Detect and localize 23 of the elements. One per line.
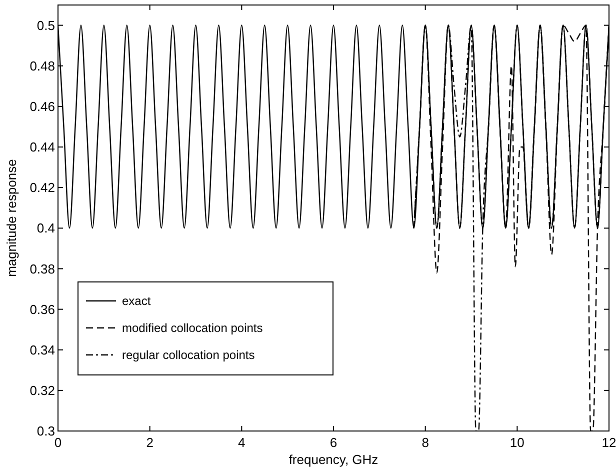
legend-label: modified collocation points [122, 321, 263, 336]
y-tick-label: 0.34 [30, 342, 55, 358]
y-tick-label: 0.36 [30, 302, 55, 317]
y-tick-label: 0.32 [30, 382, 55, 398]
x-tick-label: 8 [422, 435, 429, 450]
legend-label: exact [122, 294, 152, 308]
y-tick-label: 0.44 [30, 140, 55, 155]
y-tick-label: 0.38 [30, 261, 55, 276]
x-tick-label: 10 [510, 435, 524, 450]
x-tick-label: 12 [602, 435, 616, 450]
x-tick-label: 4 [238, 435, 246, 450]
y-tick-label: 0.5 [36, 18, 55, 33]
x-axis-title: frequency, GHz [288, 452, 378, 467]
y-tick-label: 0.3 [36, 424, 55, 439]
y-axis-title: magnitude response [4, 159, 19, 277]
y-tick-label: 0.46 [30, 98, 55, 114]
x-tick-label: 0 [54, 435, 62, 450]
x-tick-label: 2 [146, 435, 154, 450]
y-tick-label: 0.42 [30, 180, 55, 196]
y-tick-label: 0.4 [36, 220, 55, 236]
y-tick-label: 0.48 [30, 58, 55, 74]
x-tick-label: 6 [330, 435, 338, 450]
legend-label: regular collocation points [122, 348, 255, 362]
